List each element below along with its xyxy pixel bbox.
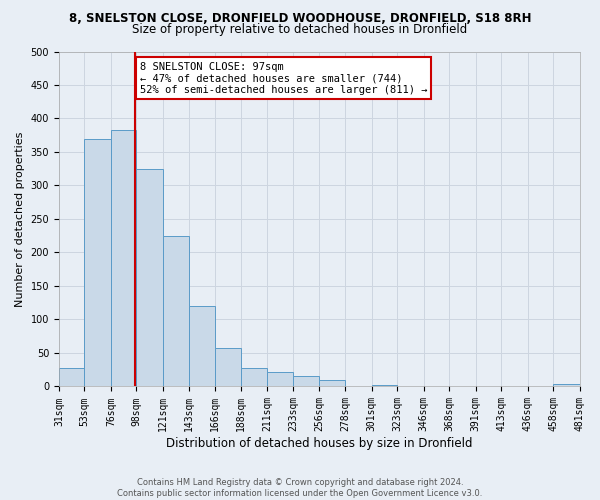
Bar <box>136 168 163 386</box>
Bar <box>188 306 215 386</box>
Text: 8 SNELSTON CLOSE: 97sqm
← 47% of detached houses are smaller (744)
52% of semi-d: 8 SNELSTON CLOSE: 97sqm ← 47% of detache… <box>140 62 427 94</box>
Bar <box>85 138 111 386</box>
Bar <box>241 368 268 386</box>
Text: 8, SNELSTON CLOSE, DRONFIELD WOODHOUSE, DRONFIELD, S18 8RH: 8, SNELSTON CLOSE, DRONFIELD WOODHOUSE, … <box>69 12 531 26</box>
Text: Size of property relative to detached houses in Dronfield: Size of property relative to detached ho… <box>133 22 467 36</box>
Bar <box>111 130 136 386</box>
X-axis label: Distribution of detached houses by size in Dronfield: Distribution of detached houses by size … <box>166 437 473 450</box>
Y-axis label: Number of detached properties: Number of detached properties <box>15 132 25 306</box>
Text: Contains HM Land Registry data © Crown copyright and database right 2024.
Contai: Contains HM Land Registry data © Crown c… <box>118 478 482 498</box>
Bar <box>268 372 293 386</box>
Bar <box>293 376 319 386</box>
Bar <box>59 368 85 386</box>
Bar <box>215 348 241 387</box>
Bar <box>553 384 580 386</box>
Bar <box>371 385 397 386</box>
Bar <box>163 236 188 386</box>
Bar <box>319 380 345 386</box>
